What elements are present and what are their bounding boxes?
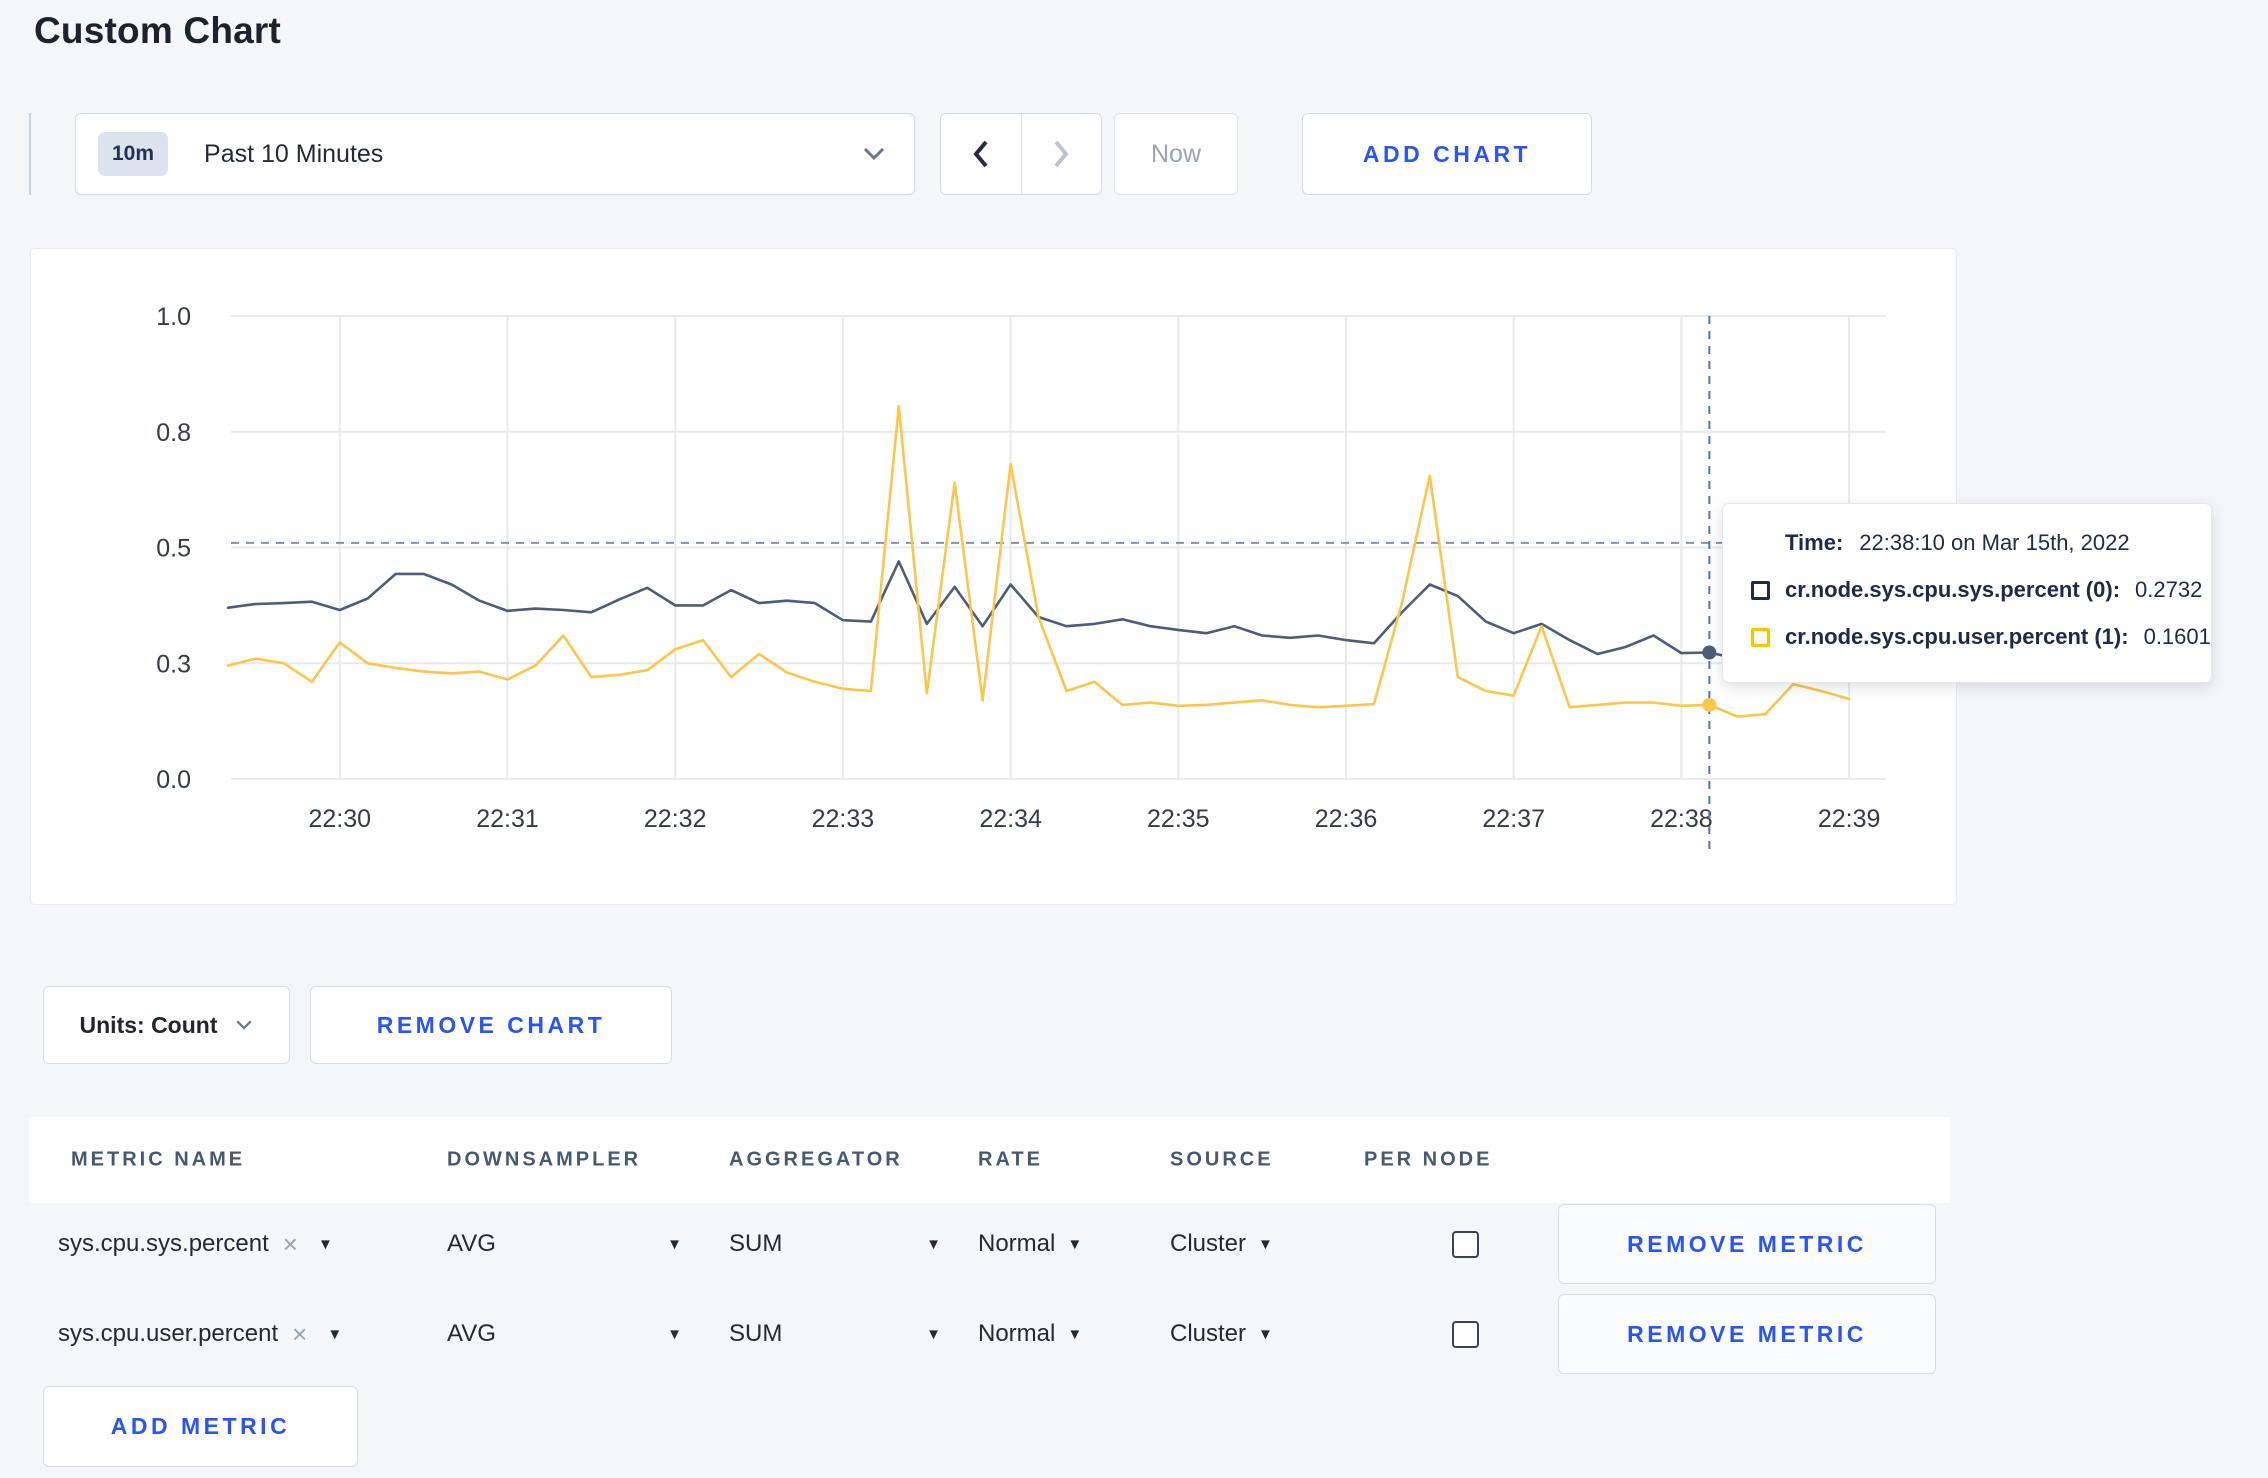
chart-tooltip: Time: 22:38:10 on Mar 15th, 2022 cr.node.…: [1722, 503, 2212, 683]
metric-name-select[interactable]: sys.cpu.sys.percent × ▼: [58, 1200, 333, 1288]
svg-text:0.3: 0.3: [156, 650, 191, 678]
tooltip-series-name: cr.node.sys.cpu.user.percent (1):: [1785, 624, 2129, 649]
add-metric-button[interactable]: ADD METRIC: [43, 1386, 358, 1467]
clear-metric-icon[interactable]: ×: [282, 1229, 298, 1259]
controls-divider: [29, 113, 31, 195]
svg-text:0.5: 0.5: [156, 535, 191, 563]
prev-interval-button[interactable]: [941, 114, 1022, 194]
metric-name-select[interactable]: sys.cpu.user.percent × ▼: [58, 1290, 342, 1378]
rate-value: Normal: [978, 1230, 1056, 1257]
column-header-aggregator: AGGREGATOR: [729, 1148, 903, 1171]
add-chart-button[interactable]: ADD CHART: [1302, 113, 1592, 195]
rate-value: Normal: [978, 1320, 1056, 1347]
downsampler-value: AVG: [447, 1230, 496, 1257]
time-range-select[interactable]: 10m Past 10 Minutes: [75, 113, 915, 195]
metric-row: sys.cpu.sys.percent × ▼ AVG ▼ SUM ▼ Norm…: [29, 1200, 1950, 1288]
remove-metric-cell: REMOVE METRIC: [1558, 1200, 1936, 1288]
remove-metric-cell: REMOVE METRIC: [1558, 1290, 1936, 1378]
column-header-per-node: PER NODE: [1364, 1148, 1493, 1171]
source-value: Cluster: [1170, 1320, 1247, 1347]
tooltip-series-row: cr.node.sys.cpu.user.percent (1): 0.1601: [1751, 624, 2211, 650]
chevron-down-icon[interactable]: ▼: [327, 1325, 343, 1343]
line-chart[interactable]: 0.0 0.3 0.5 0.8 1.0 22:30 22:31 22:32 22:33 22:34…: [31, 249, 1956, 904]
svg-text:0.0: 0.0: [156, 766, 191, 794]
time-range-label: Past 10 Minutes: [204, 139, 384, 168]
aggregator-value: SUM: [729, 1230, 783, 1257]
tooltip-series-value: 0.1601: [2143, 624, 2211, 649]
tooltip-time-value: 22:38:10 on Mar 15th, 2022: [1859, 530, 2130, 555]
aggregator-select[interactable]: SUM ▼: [729, 1200, 941, 1288]
chevron-right-icon: [1054, 140, 1069, 168]
downsampler-select[interactable]: AVG ▼: [447, 1200, 682, 1288]
remove-metric-button[interactable]: REMOVE METRIC: [1558, 1294, 1936, 1374]
units-select-label: Units: Count: [79, 1011, 218, 1038]
source-value: Cluster: [1170, 1230, 1247, 1257]
svg-text:22:34: 22:34: [979, 805, 1042, 833]
svg-text:22:39: 22:39: [1818, 805, 1881, 833]
per-node-checkbox[interactable]: [1451, 1230, 1479, 1258]
metric-name-value: sys.cpu.sys.percent: [58, 1230, 269, 1257]
tooltip-time-label: Time:: [1785, 530, 1844, 555]
now-button[interactable]: Now: [1114, 113, 1238, 195]
column-header-source: SOURCE: [1170, 1148, 1274, 1171]
chevron-left-icon: [973, 140, 988, 168]
chevron-down-icon: ▼: [1258, 1325, 1273, 1343]
metric-row: sys.cpu.user.percent × ▼ AVG ▼ SUM ▼ Nor…: [29, 1290, 1950, 1378]
per-node-cell: [1415, 1290, 1515, 1378]
chevron-down-icon: ▼: [1067, 1235, 1083, 1253]
page-title: Custom Chart: [34, 10, 282, 51]
column-header-metric-name: METRIC NAME: [71, 1148, 246, 1171]
downsampler-select[interactable]: AVG ▼: [447, 1290, 682, 1378]
chevron-down-icon: ▼: [926, 1325, 941, 1343]
rate-select[interactable]: Normal ▼: [978, 1290, 1082, 1378]
time-range-badge: 10m: [98, 132, 169, 176]
source-select[interactable]: Cluster ▼: [1170, 1290, 1273, 1378]
tooltip-series-row: cr.node.sys.cpu.sys.percent (0): 0.2732: [1751, 577, 2211, 603]
aggregator-value: SUM: [729, 1320, 783, 1347]
remove-metric-button[interactable]: REMOVE METRIC: [1558, 1204, 1936, 1284]
metric-name-value: sys.cpu.user.percent: [58, 1320, 279, 1347]
svg-text:22:37: 22:37: [1482, 805, 1545, 833]
per-node-cell: [1415, 1200, 1515, 1288]
chevron-down-icon: ▼: [1258, 1235, 1273, 1253]
aggregator-select[interactable]: SUM ▼: [729, 1290, 941, 1378]
chevron-down-icon: [863, 147, 885, 161]
column-header-rate: RATE: [978, 1148, 1043, 1171]
svg-text:22:36: 22:36: [1315, 805, 1378, 833]
tooltip-series-value: 0.2732: [2135, 577, 2203, 602]
next-interval-button[interactable]: [1022, 114, 1102, 194]
svg-text:0.8: 0.8: [156, 419, 191, 447]
clear-metric-icon[interactable]: ×: [292, 1319, 308, 1349]
series-user-swatch-icon: [1751, 627, 1770, 647]
metrics-table-header: METRIC NAME DOWNSAMPLER AGGREGATOR RATE …: [29, 1117, 1950, 1203]
units-select[interactable]: Units: Count: [43, 986, 290, 1064]
svg-text:22:32: 22:32: [644, 805, 707, 833]
svg-text:1.0: 1.0: [156, 303, 191, 331]
chevron-down-icon: ▼: [1067, 1325, 1083, 1343]
downsampler-value: AVG: [447, 1320, 496, 1347]
source-select[interactable]: Cluster ▼: [1170, 1200, 1273, 1288]
time-pager: [940, 113, 1102, 195]
svg-text:22:35: 22:35: [1147, 805, 1210, 833]
chevron-down-icon: ▼: [667, 1325, 682, 1343]
svg-text:22:38: 22:38: [1650, 805, 1713, 833]
per-node-checkbox[interactable]: [1451, 1320, 1479, 1348]
chevron-down-icon: ▼: [667, 1235, 682, 1253]
chevron-down-icon: [236, 1020, 253, 1030]
svg-text:22:31: 22:31: [476, 805, 539, 833]
svg-text:22:30: 22:30: [309, 805, 372, 833]
column-header-downsampler: DOWNSAMPLER: [447, 1148, 642, 1171]
rate-select[interactable]: Normal ▼: [978, 1200, 1082, 1288]
series-sys-swatch-icon: [1751, 580, 1770, 600]
svg-text:22:33: 22:33: [812, 805, 875, 833]
chevron-down-icon: ▼: [926, 1235, 941, 1253]
chevron-down-icon[interactable]: ▼: [317, 1235, 333, 1253]
chart-card: 0.0 0.3 0.5 0.8 1.0 22:30 22:31 22:32 22:33 22:34…: [30, 248, 1957, 905]
tooltip-time-row: Time: 22:38:10 on Mar 15th, 2022: [1785, 530, 2211, 556]
tooltip-series-name: cr.node.sys.cpu.sys.percent (0):: [1785, 577, 2121, 602]
remove-chart-button[interactable]: REMOVE CHART: [310, 986, 672, 1064]
